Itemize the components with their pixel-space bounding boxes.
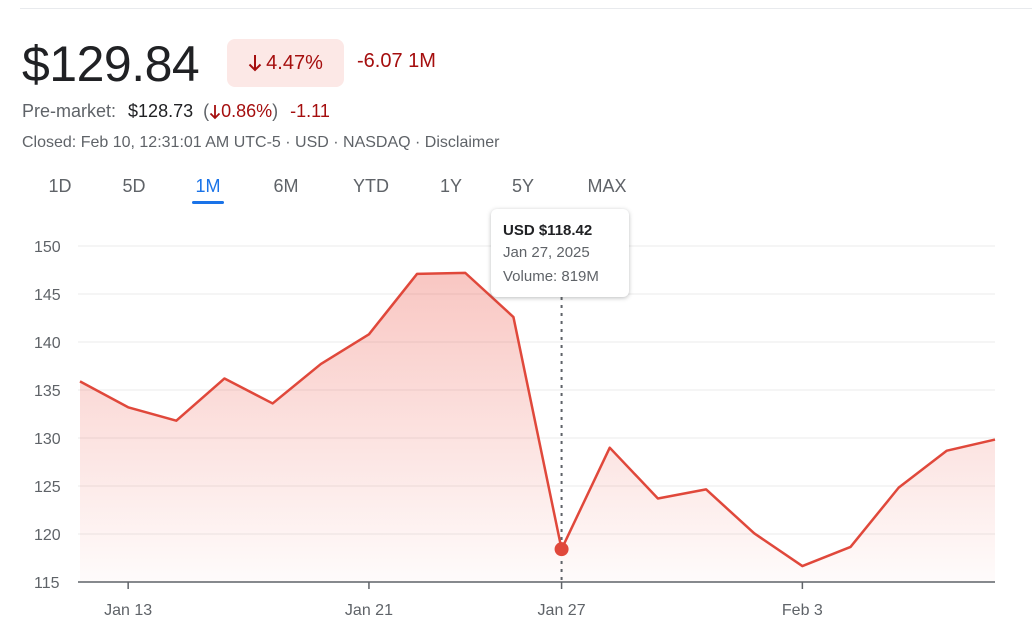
- tab-label: 5Y: [511, 176, 535, 196]
- y-tick-label: 115: [34, 575, 60, 592]
- tab-label: YTD: [353, 176, 389, 196]
- tab-6m[interactable]: 6M: [262, 172, 310, 206]
- top-divider: [20, 8, 1032, 9]
- current-price: $129.84: [22, 36, 200, 92]
- hover-point: [554, 542, 569, 557]
- tab-1m[interactable]: 1M: [188, 172, 228, 206]
- x-tick-label: Feb 3: [782, 602, 823, 619]
- tooltip-date: Jan 27, 2025: [503, 244, 590, 261]
- y-tick-label: 130: [34, 431, 61, 448]
- arrow-down-icon: [209, 104, 221, 119]
- price-area-fill: [80, 272, 995, 582]
- tab-label: MAX: [587, 176, 627, 196]
- x-tick-label: Jan 21: [345, 602, 393, 619]
- tab-max[interactable]: MAX: [576, 172, 638, 206]
- premarket-percent-group: ( 0.86% ): [203, 101, 279, 121]
- premarket-row: Pre-market: $128.73 ( 0.86% ) -1.11: [22, 101, 330, 122]
- change-percent: 4.47%: [266, 51, 323, 74]
- y-tick-label: 150: [34, 239, 61, 256]
- market-status-info: Closed: Feb 10, 12:31:01 AM UTC-5 · USD …: [22, 134, 500, 151]
- tab-label: 1Y: [439, 176, 463, 196]
- change-absolute: -6.07 1M: [357, 50, 436, 72]
- tab-label: 1D: [48, 176, 72, 196]
- tab-5d[interactable]: 5D: [112, 172, 156, 206]
- price-chart[interactable]: 150 145 140 135 130 125 120 115 Jan 13 Jan 21 Jan …: [0, 200, 1032, 634]
- y-tick-label: 140: [34, 335, 61, 352]
- tab-1y[interactable]: 1Y: [430, 172, 472, 206]
- y-tick-label: 135: [34, 383, 61, 400]
- arrow-down-icon: [248, 55, 262, 72]
- range-tabs: 1D 5D 1M 6M YTD 1Y 5Y MAX: [0, 172, 680, 208]
- tooltip-volume: Volume: 819M: [503, 268, 599, 285]
- tab-ytd[interactable]: YTD: [342, 172, 400, 206]
- tooltip-price: USD $118.42: [503, 222, 593, 239]
- y-tick-label: 145: [34, 287, 61, 304]
- tab-label: 1M: [195, 176, 221, 196]
- chart-tooltip: USD $118.42 Jan 27, 2025 Volume: 819M: [491, 209, 629, 297]
- price-line: [79, 271, 996, 568]
- premarket-price: $128.73: [128, 101, 194, 121]
- y-tick-label: 120: [34, 527, 61, 544]
- tab-label: 5D: [122, 176, 146, 196]
- tab-5y[interactable]: 5Y: [502, 172, 544, 206]
- x-tick-label: Jan 13: [104, 602, 152, 619]
- y-tick-label: 125: [34, 479, 61, 496]
- tab-active-indicator: [192, 201, 224, 204]
- premarket-label: Pre-market:: [22, 101, 117, 121]
- tab-1d[interactable]: 1D: [38, 172, 82, 206]
- tab-label: 6M: [273, 176, 299, 196]
- change-percent-badge: 4.47%: [227, 39, 344, 87]
- premarket-change: -1.11: [290, 101, 330, 121]
- x-tick-label: Jan 27: [538, 602, 586, 619]
- premarket-percent: 0.86%: [221, 101, 273, 121]
